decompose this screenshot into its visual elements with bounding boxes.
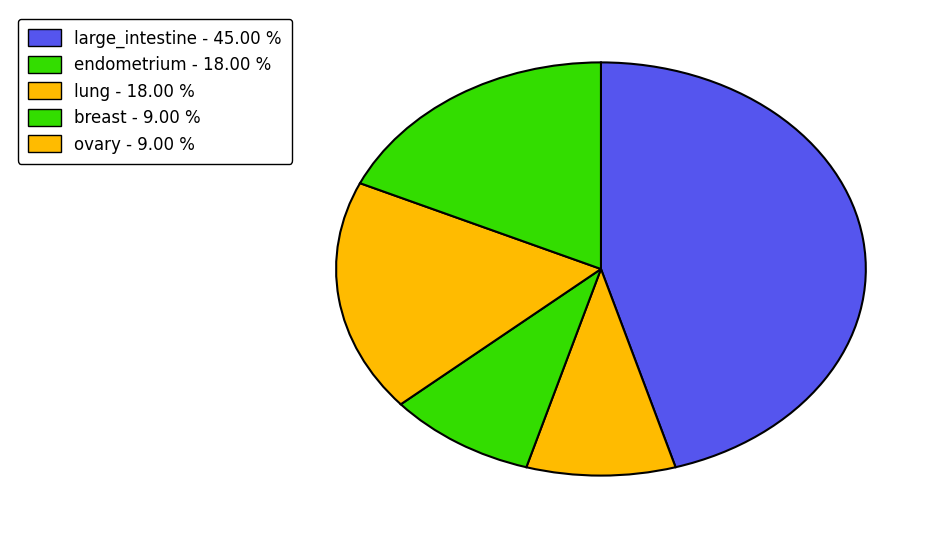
Legend: large_intestine - 45.00 %, endometrium - 18.00 %, lung - 18.00 %, breast - 9.00 : large_intestine - 45.00 %, endometrium -… — [18, 19, 292, 164]
Wedge shape — [527, 269, 675, 476]
Wedge shape — [601, 62, 866, 467]
Wedge shape — [401, 269, 601, 467]
Wedge shape — [360, 62, 601, 269]
Wedge shape — [336, 183, 601, 404]
